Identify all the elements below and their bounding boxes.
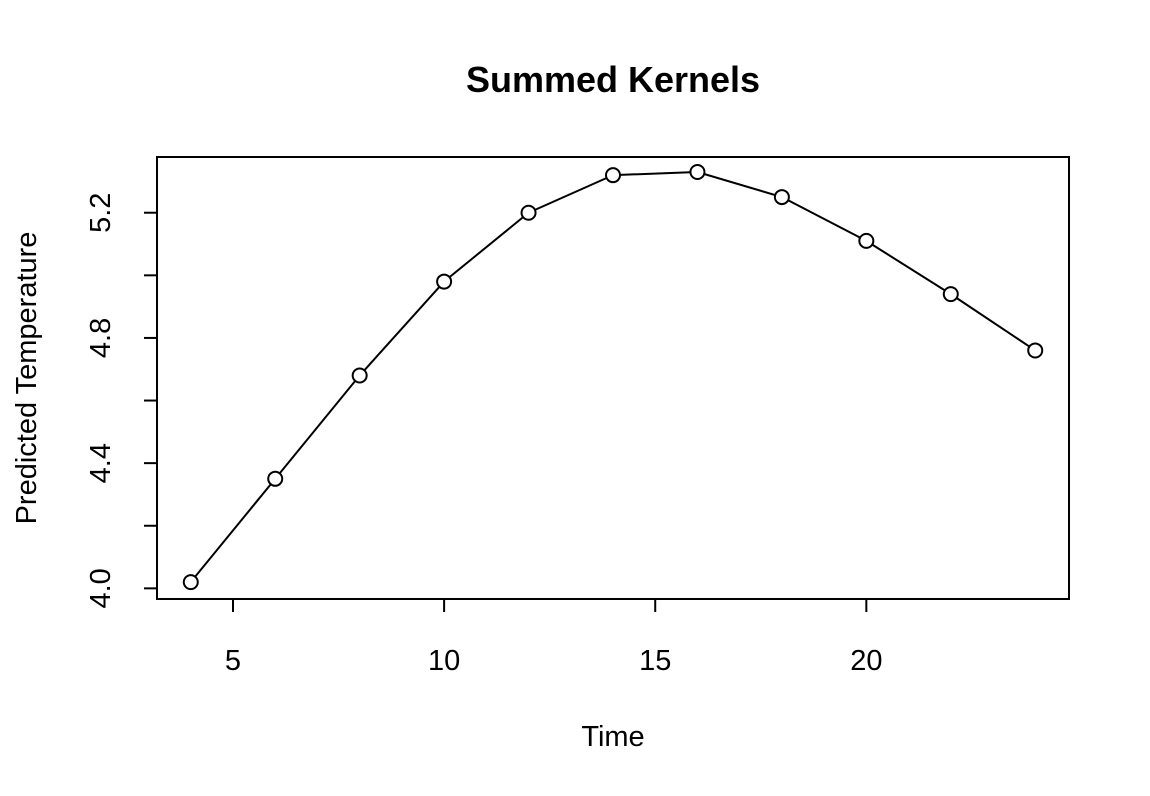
x-tick-label: 5 [225, 645, 241, 677]
y-tick-label: 4.8 [85, 318, 117, 358]
data-point [605, 167, 621, 184]
y-tick-label: 4.4 [85, 443, 117, 483]
data-point [773, 189, 790, 206]
data-point [1027, 342, 1044, 359]
data-point [689, 164, 706, 181]
data-point [858, 232, 875, 249]
y-tick-label: 5.2 [85, 193, 117, 233]
data-point [436, 273, 453, 290]
data-point [182, 574, 199, 591]
data-point [520, 204, 537, 221]
y-axis-label: Predicted Temperature [11, 232, 43, 525]
x-tick-label: 10 [428, 645, 460, 677]
x-tick-label: 15 [639, 645, 671, 677]
plot-frame [156, 156, 1070, 600]
series-layer [182, 164, 1044, 591]
x-axis-label: Time [581, 721, 644, 753]
x-axis: 5 10 15 20 [225, 598, 882, 677]
data-point [267, 470, 284, 487]
chart-title: Summed Kernels [466, 59, 760, 100]
y-axis: 4.0 4.4 4.8 5.2 [85, 193, 158, 609]
data-point [942, 286, 959, 303]
series-line [194, 171, 1030, 578]
x-tick-label: 20 [850, 645, 882, 677]
y-tick-label: 4.0 [85, 568, 117, 608]
data-point [351, 367, 368, 384]
